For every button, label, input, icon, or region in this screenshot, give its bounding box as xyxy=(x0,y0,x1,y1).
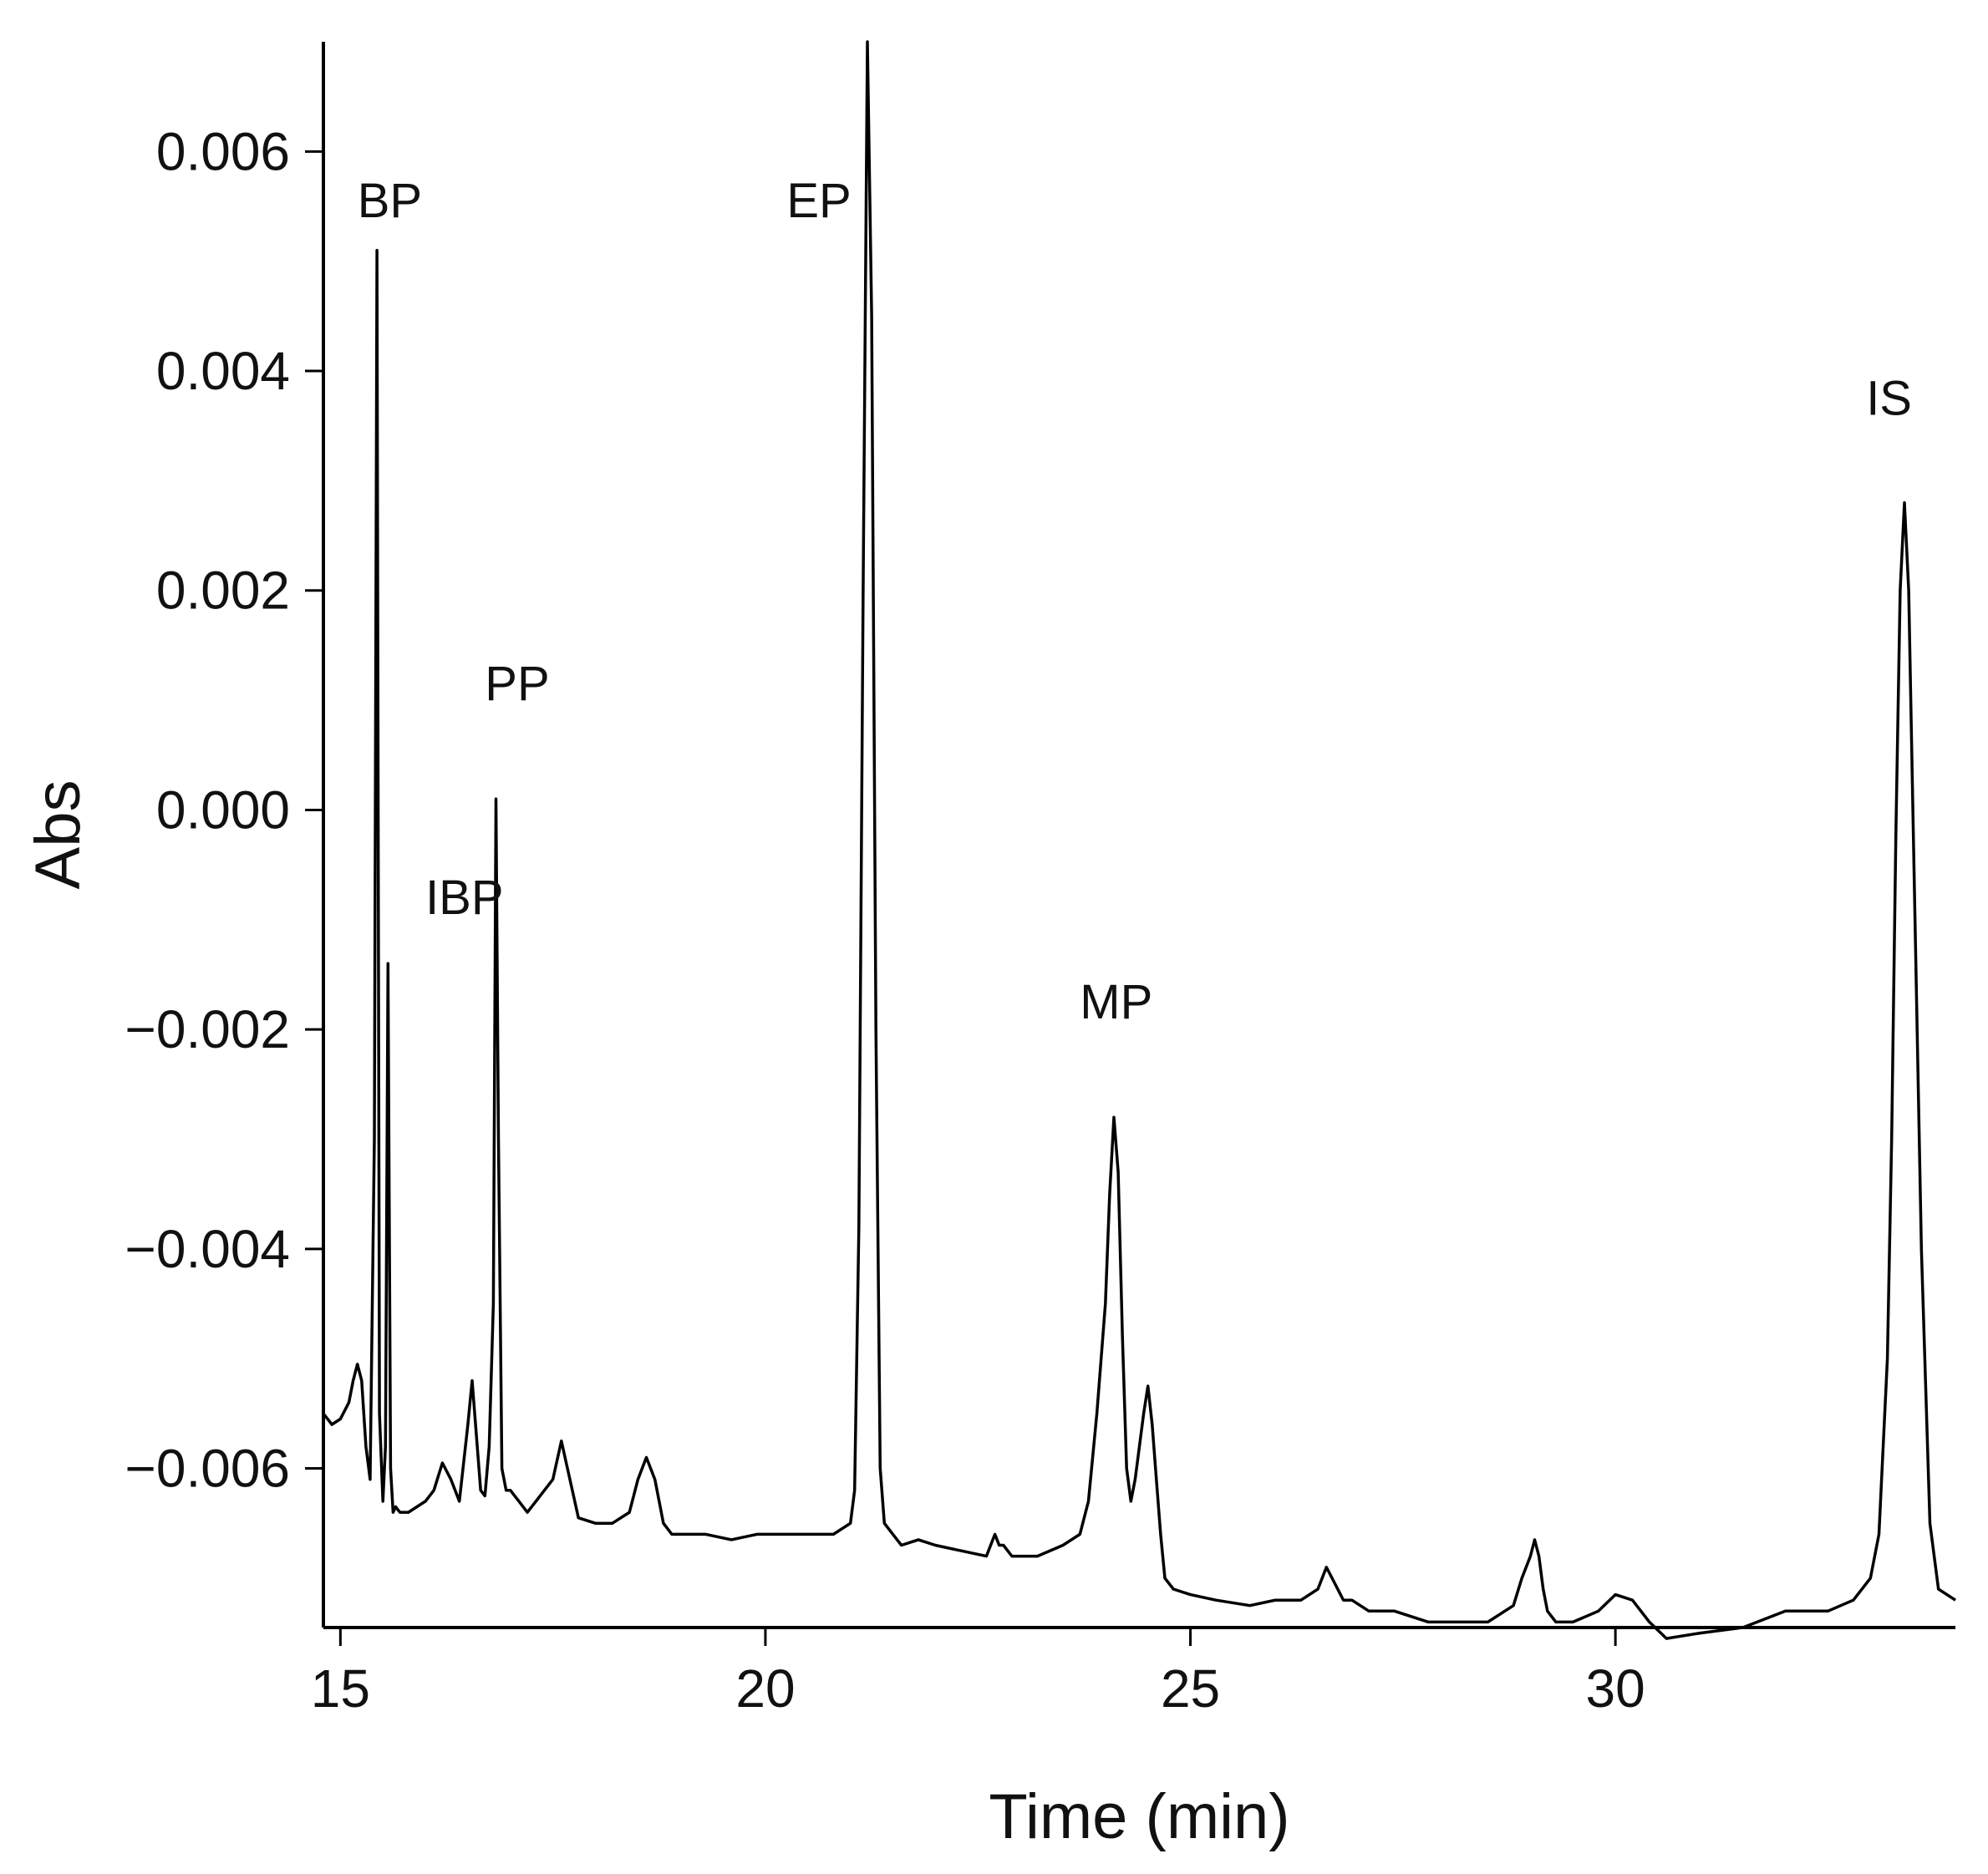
y-tick-label: 0.000 xyxy=(156,780,290,840)
peak-label-ep: EP xyxy=(786,174,851,228)
ticks: 15 20 25 30 0.006 0.004 0.002 0.000 −0.002 −0.004… xyxy=(125,121,1645,1719)
peak-label-is: IS xyxy=(1866,372,1912,426)
x-tick-label: 30 xyxy=(1586,1658,1645,1719)
y-axis-title: Abs xyxy=(23,780,94,890)
y-tick-label: 0.002 xyxy=(156,561,290,621)
y-tick-label: −0.002 xyxy=(125,999,290,1059)
peak-label-bp: BP xyxy=(358,174,422,228)
peak-label-pp: PP xyxy=(485,657,549,711)
absorbance-trace xyxy=(322,40,1956,1640)
axes xyxy=(322,42,1955,1629)
x-tick-label: 25 xyxy=(1161,1658,1220,1719)
x-tick-label: 20 xyxy=(735,1658,795,1719)
x-tick-label: 15 xyxy=(311,1658,370,1719)
y-tick-label: −0.006 xyxy=(125,1439,290,1499)
y-tick-label: 0.004 xyxy=(156,341,290,401)
peak-annotations: BP IBP PP EP MP IS xyxy=(358,174,1912,1029)
y-tick-label: 0.006 xyxy=(156,121,290,181)
y-tick-label: −0.004 xyxy=(125,1219,290,1279)
x-axis-title: Time (min) xyxy=(989,1781,1289,1852)
peak-label-mp: MP xyxy=(1080,975,1152,1029)
peak-label-ibp: IBP xyxy=(425,871,504,925)
